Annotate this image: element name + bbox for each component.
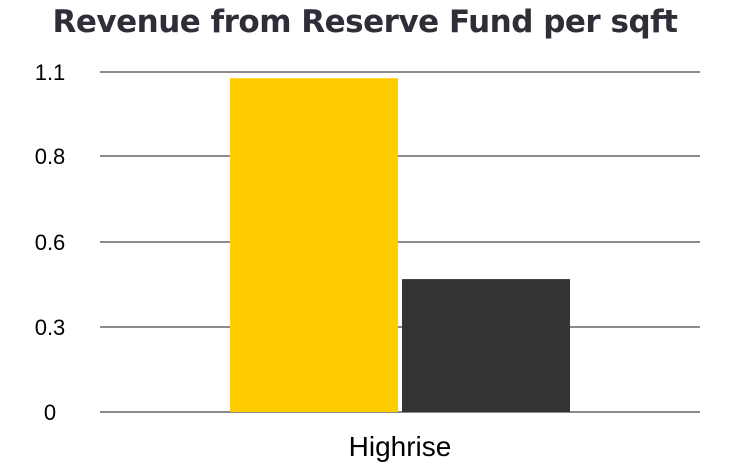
y-tick-label: 0.3 [35,315,66,340]
y-tick-label: 0.6 [35,230,66,255]
chart-title: Revenue from Reserve Fund per sqft [52,4,678,40]
y-tick-label: 1.1 [35,60,66,85]
gridlines [100,71,700,413]
bars [230,78,570,412]
bar-series-2 [402,279,570,412]
y-tick-label: 0 [44,400,56,425]
x-category-label: Highrise [349,431,452,462]
x-axis-categories: Highrise [349,431,452,462]
y-tick-label: 0.8 [35,144,66,169]
y-axis-ticks: 0 0.3 0.6 0.8 1.1 [35,60,66,425]
bar-series-1 [230,78,398,412]
